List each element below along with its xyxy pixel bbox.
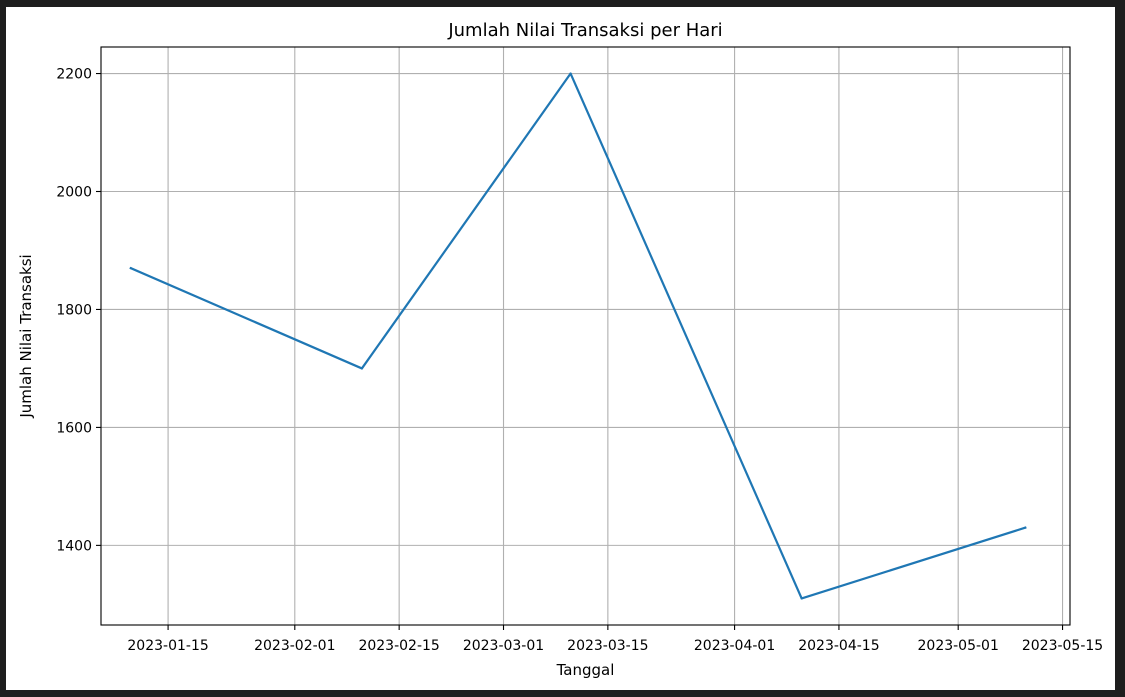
series-layer	[129, 72, 1027, 600]
x-tick-label: 2023-04-15	[798, 638, 879, 654]
grid	[101, 47, 1070, 625]
data-point	[1024, 526, 1027, 529]
x-tick-label: 2023-01-15	[127, 638, 208, 654]
data-point	[129, 267, 132, 270]
y-tick-label: 2000	[56, 185, 92, 201]
x-tick-label: 2023-02-15	[358, 638, 439, 654]
line-chart: 2023-01-15 2023-02-01 2023-02-15 2023-03-01…	[17, 20, 1103, 679]
series-line	[129, 72, 1027, 600]
x-tick-label: 2023-04-01	[694, 638, 775, 654]
data-point	[360, 367, 363, 370]
y-tick-label: 1600	[56, 420, 92, 436]
x-tick-label: 2023-03-15	[567, 638, 648, 654]
chart-title: Jumlah Nilai Transaksi per Hari	[447, 20, 722, 41]
chart-figure: 2023-01-15 2023-02-01 2023-02-15 2023-03-01…	[6, 7, 1115, 690]
y-tick-label: 1400	[56, 538, 92, 554]
x-tick-label: 2023-05-01	[918, 638, 999, 654]
y-tick-label: 2200	[56, 67, 92, 83]
x-tick-label: 2023-02-01	[254, 638, 335, 654]
y-axis-label: Jumlah Nilai Transaksi	[17, 254, 35, 418]
axis-ticks: 2023-01-15 2023-02-01 2023-02-15 2023-03-01…	[56, 67, 1103, 654]
data-point	[800, 597, 803, 600]
plot-area-frame	[100, 46, 1071, 626]
x-tick-label: 2023-05-15	[1022, 638, 1103, 654]
data-point	[569, 72, 572, 75]
x-axis-label: Tanggal	[556, 661, 615, 679]
y-tick-label: 1800	[56, 302, 92, 318]
x-tick-label: 2023-03-01	[463, 638, 544, 654]
